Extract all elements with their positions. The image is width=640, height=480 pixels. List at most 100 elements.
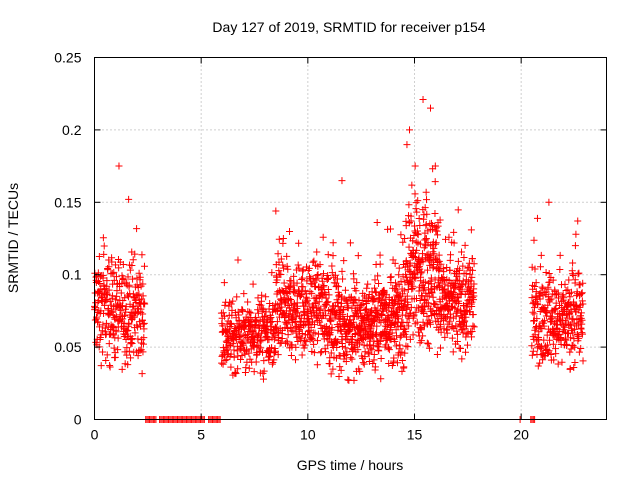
data-point	[376, 337, 384, 345]
data-point	[389, 256, 397, 264]
data-point	[404, 343, 412, 351]
data-point	[222, 329, 230, 337]
data-point	[140, 319, 148, 327]
data-point	[313, 361, 321, 369]
data-point	[422, 188, 430, 196]
data-point	[240, 290, 248, 298]
data-point	[373, 322, 381, 330]
data-point	[290, 272, 298, 280]
data-point	[423, 196, 431, 204]
data-point	[431, 223, 439, 231]
data-point	[562, 336, 570, 344]
data-point	[108, 292, 116, 300]
data-point	[268, 269, 276, 277]
data-point	[569, 259, 577, 267]
data-point	[262, 293, 270, 301]
data-point	[549, 276, 557, 284]
data-point	[237, 355, 245, 363]
data-point	[348, 355, 356, 363]
data-point	[388, 329, 396, 337]
data-point	[457, 345, 465, 353]
data-point	[225, 342, 233, 350]
data-point	[403, 304, 411, 312]
data-point	[440, 268, 448, 276]
data-point	[458, 248, 466, 256]
data-point	[322, 312, 330, 320]
y-tick-label: 0.25	[54, 50, 81, 66]
data-point	[221, 301, 229, 309]
data-point	[280, 264, 288, 272]
grid	[94, 57, 607, 420]
data-point	[354, 346, 362, 354]
data-point	[125, 320, 133, 328]
data-point	[372, 288, 380, 296]
data-point	[283, 252, 291, 260]
data-point	[458, 355, 466, 363]
data-point	[406, 126, 414, 134]
y-tick-label: 0.1	[62, 267, 82, 283]
data-point	[453, 338, 461, 346]
data-point	[137, 305, 145, 313]
data-point	[316, 318, 324, 326]
data-point	[434, 259, 442, 267]
data-point	[234, 365, 242, 373]
data-point	[377, 318, 385, 326]
data-point	[563, 314, 571, 322]
data-point	[412, 205, 420, 213]
data-point	[575, 334, 583, 342]
data-point	[452, 322, 460, 330]
data-point	[260, 357, 268, 365]
data-point	[259, 375, 267, 383]
data-point	[531, 265, 539, 273]
data-point	[221, 357, 229, 365]
data-point	[323, 299, 331, 307]
data-point	[369, 296, 377, 304]
data-point	[538, 344, 546, 352]
data-point	[543, 341, 551, 349]
data-point	[359, 359, 367, 367]
data-point	[578, 329, 586, 337]
data-point	[219, 360, 227, 368]
data-point	[291, 324, 299, 332]
data-point	[528, 351, 536, 359]
data-point	[308, 334, 316, 342]
data-point	[447, 251, 455, 259]
data-point	[139, 340, 147, 348]
data-point	[566, 365, 574, 373]
data-point	[533, 214, 541, 222]
data-point	[334, 283, 342, 291]
data-point	[229, 297, 237, 305]
data-point	[247, 309, 255, 317]
data-point	[577, 345, 585, 353]
data-point	[99, 234, 107, 242]
data-point	[221, 312, 229, 320]
data-point	[102, 297, 110, 305]
data-point	[445, 233, 453, 241]
data-point	[275, 333, 283, 341]
data-point	[326, 354, 334, 362]
data-point	[421, 303, 429, 311]
data-point	[127, 336, 135, 344]
data-point	[266, 300, 274, 308]
data-point	[350, 275, 358, 283]
data-point	[124, 326, 132, 334]
data-point	[125, 347, 133, 355]
data-point	[104, 266, 112, 274]
data-point	[554, 360, 562, 368]
data-point	[534, 362, 542, 370]
data-point	[103, 291, 111, 299]
data-point	[419, 258, 427, 266]
data-point	[269, 301, 277, 309]
data-point	[363, 305, 371, 313]
data-point	[414, 264, 422, 272]
data-point	[268, 344, 276, 352]
data-point	[106, 361, 114, 369]
data-point	[419, 95, 427, 103]
data-point	[544, 285, 552, 293]
data-point	[577, 325, 585, 333]
data-point	[317, 349, 325, 357]
data-point	[246, 355, 254, 363]
data-point	[130, 313, 138, 321]
data-point	[537, 251, 545, 259]
data-point	[540, 317, 548, 325]
